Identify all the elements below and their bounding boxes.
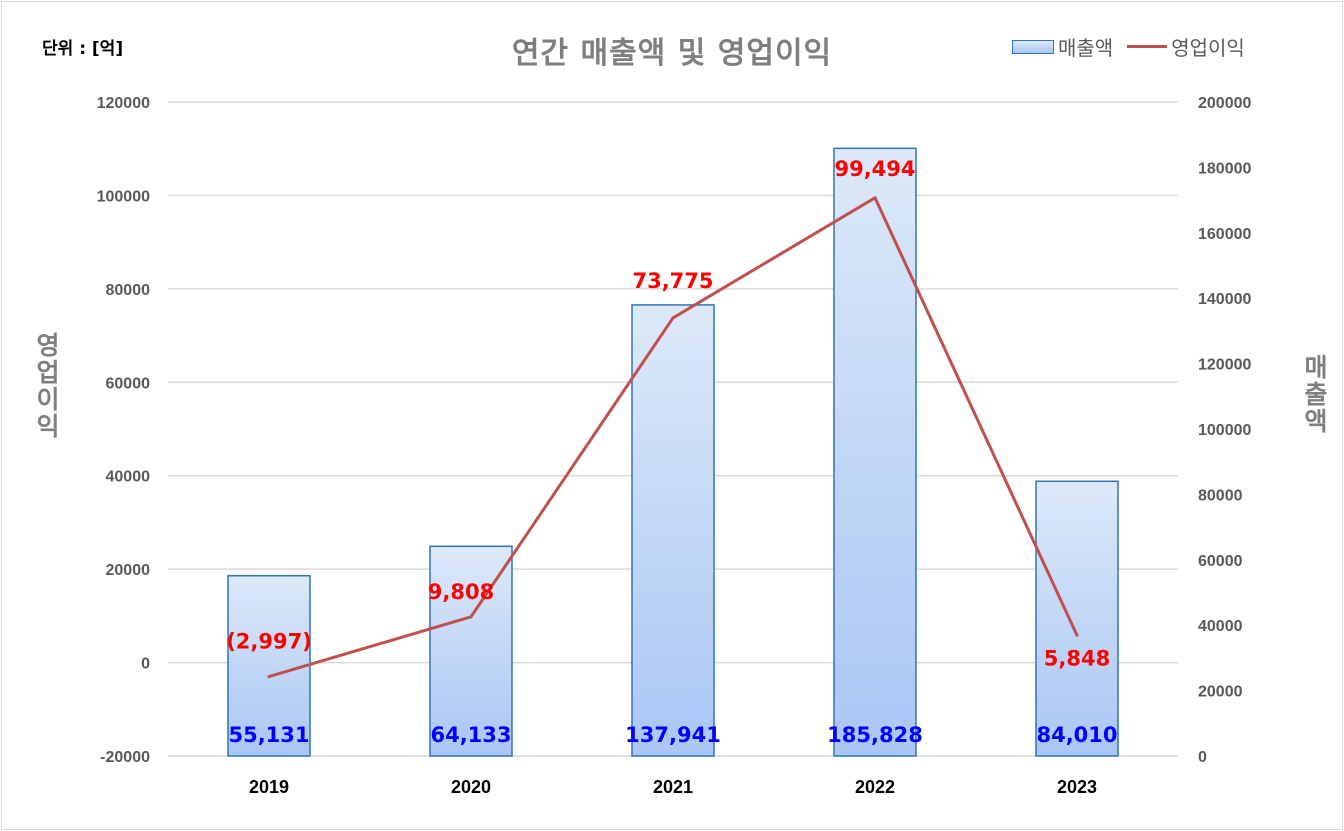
x-tick-label: 2023 [1057,777,1097,797]
x-tick-label: 2019 [249,777,289,797]
y-left-tick-label: 40000 [106,469,151,486]
y-right-tick-label: 120000 [1198,357,1251,374]
line-data-label: 5,848 [1044,646,1110,670]
bar-data-label: 185,828 [827,723,923,747]
chart-title: 연간 매출액 및 영업이익 [511,36,833,71]
line-point [267,675,271,679]
y-right-tick-label: 140000 [1198,291,1251,308]
bar-data-label: 137,941 [625,723,721,747]
bar [1035,480,1119,757]
line-point [469,615,473,619]
bar [429,545,513,757]
y-left-tick-label: 60000 [106,375,151,392]
line-point [671,316,675,320]
y-right-tick-label: 100000 [1198,422,1251,439]
legend-bar-label: 매출액 [1058,36,1114,60]
bar-data-label: 64,133 [430,723,511,747]
y-right-tick-label: 40000 [1198,618,1243,635]
y-left-tick-label: 120000 [97,95,150,112]
y-left-tick-label: 80000 [106,282,151,299]
line-data-label: 73,775 [632,269,713,293]
bar [833,147,917,757]
bar-data-label: 84,010 [1036,723,1117,747]
y-right-tick-label: 60000 [1198,553,1243,570]
y-right-tick-label: 0 [1198,749,1207,766]
legend: 매출액 영업이익 [1012,32,1245,61]
y-left-tick-label: 0 [141,656,150,673]
legend-line-label: 영업이익 [1171,36,1245,60]
line-data-label: (2,997) [226,630,312,654]
line-point [1075,633,1079,637]
y-right-tick-label: 160000 [1198,226,1251,243]
y-axis-right-title: 매출액 [1300,354,1329,435]
bar [631,304,715,757]
unit-label: 단위 : [억] [42,39,124,59]
bar-data-label: 55,131 [228,723,309,747]
line-data-label: 99,494 [834,157,915,181]
y-right-tick-label: 20000 [1198,684,1243,701]
x-tick-label: 2021 [653,777,693,797]
x-tick-label: 2022 [855,777,895,797]
bar [227,574,311,757]
line-data-label: 9,808 [428,580,494,604]
x-tick-label: 2020 [451,777,491,797]
y-left-tick-label: -20000 [100,749,150,766]
y-axis-left-title: 영업이익 [32,332,61,440]
y-right-tick-label: 180000 [1198,160,1251,177]
legend-line-swatch [1127,45,1168,48]
y-right-tick-label: 80000 [1198,487,1243,504]
line-point [873,196,877,200]
y-left-tick-label: 100000 [97,188,150,205]
y-right-tick-label: 200000 [1198,95,1251,112]
y-left-tick-label: 20000 [106,562,151,579]
legend-bar-swatch [1012,39,1054,54]
